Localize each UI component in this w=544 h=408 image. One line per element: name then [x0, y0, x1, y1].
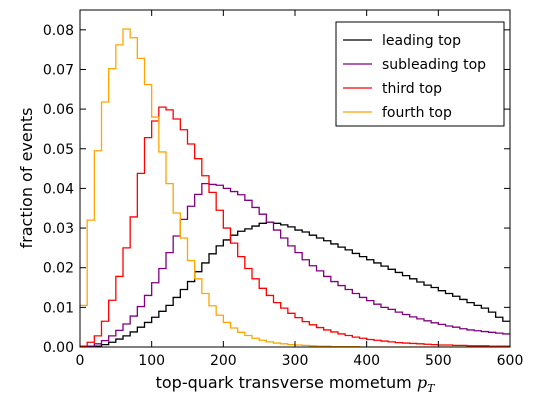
y-tick-label: 0.05 — [43, 142, 74, 158]
y-tick-label: 0.03 — [43, 221, 74, 237]
y-tick-label: 0.06 — [43, 102, 74, 118]
x-tick-label: 400 — [353, 353, 380, 369]
legend-entry: subleading top — [382, 57, 486, 73]
legend-entry: fourth top — [382, 105, 452, 121]
x-axis-label: top-quark transverse mometum pT — [156, 373, 436, 395]
x-tick-label: 600 — [497, 353, 524, 369]
series-line-fourth-top — [80, 28, 510, 347]
y-axis-label: fraction of events — [17, 108, 36, 249]
x-tick-label: 200 — [210, 353, 237, 369]
series-line-third-top — [80, 106, 510, 347]
y-tick-label: 0.02 — [43, 261, 74, 277]
legend: leading top subleading top third top fourth… — [335, 21, 505, 127]
y-tick-label: 0.01 — [43, 300, 74, 316]
x-tick-label: 0 — [76, 353, 85, 369]
y-tick-label: 0.00 — [43, 340, 74, 356]
y-tick-label: 0.04 — [43, 181, 74, 197]
y-tick-label: 0.08 — [43, 23, 74, 39]
x-tick-label: 500 — [425, 353, 452, 369]
series-layer — [80, 28, 510, 347]
x-tick-label: 300 — [282, 353, 309, 369]
legend-entry: leading top — [382, 33, 461, 49]
legend-entry: third top — [382, 81, 442, 97]
x-axis: 0 100 200 300 400 500 600 — [76, 10, 524, 369]
series-line-subleading-top — [80, 183, 510, 347]
y-tick-label: 0.07 — [43, 62, 74, 78]
series-line-leading-top — [80, 221, 510, 347]
legend-box — [335, 21, 505, 127]
y-axis: 0.00 0.01 0.02 0.03 0.04 0.05 0.06 0.07 0.08 — [43, 23, 510, 356]
x-tick-label: 100 — [138, 353, 165, 369]
